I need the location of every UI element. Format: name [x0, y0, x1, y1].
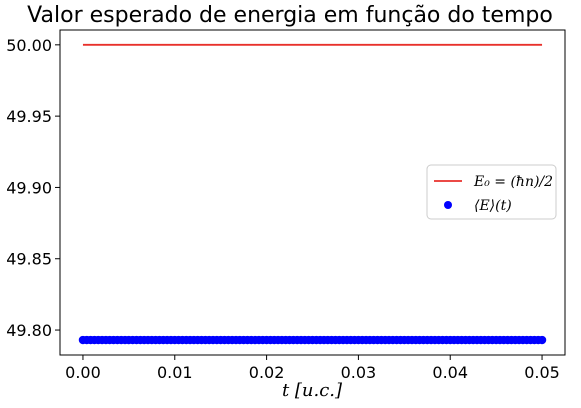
- y-tick-label: 50.00: [6, 36, 52, 55]
- y-axis: 49.80 49.85 49.90 49.95 50.00: [6, 36, 60, 340]
- legend-label-e0: E₀ = (ħn)/2: [473, 174, 553, 190]
- legend: E₀ = (ħn)/2 ⟨E⟩(t): [426, 164, 557, 220]
- chart-title: Valor esperado de energia em função do t…: [27, 3, 553, 28]
- x-tick-label: 0.04: [432, 363, 468, 382]
- plot-frame: [59, 29, 566, 356]
- x-tick-label: 0.03: [341, 363, 377, 382]
- x-axis-label: t [u.c.]: [282, 380, 343, 401]
- x-tick-label: 0.05: [524, 363, 560, 382]
- scatter-point: [537, 335, 547, 345]
- x-tick-label: 0.02: [249, 363, 285, 382]
- legend-box: [426, 164, 557, 220]
- legend-label-expected-energy: ⟨E⟩(t): [474, 198, 512, 214]
- y-tick-label: 49.80: [6, 321, 52, 340]
- x-tick-label: 0.00: [65, 363, 101, 382]
- y-tick-label: 49.95: [6, 107, 52, 126]
- y-tick-label: 49.90: [6, 178, 52, 197]
- x-tick-label: 0.01: [157, 363, 193, 382]
- y-tick-label: 49.85: [6, 250, 52, 269]
- legend-scatter-swatch: [444, 201, 452, 209]
- plot-area: [78, 43, 547, 345]
- x-axis: 0.00 0.01 0.02 0.03 0.04 0.05: [65, 355, 560, 382]
- series-scatter-expected-energy: [78, 335, 547, 345]
